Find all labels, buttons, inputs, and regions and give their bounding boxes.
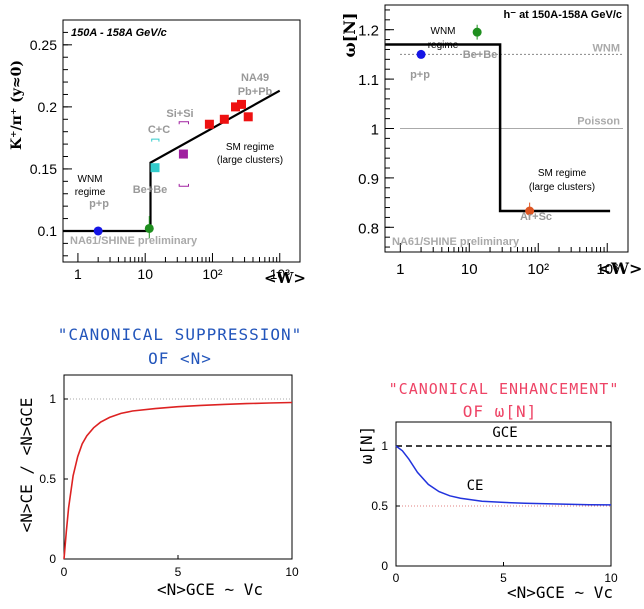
plot-frame: [395, 421, 612, 567]
y-tick-label: 1: [371, 122, 379, 139]
annotation: (large clusters): [217, 155, 283, 166]
data-point: [204, 119, 214, 129]
series-line: [63, 401, 293, 560]
annotation: NA49: [241, 72, 269, 84]
y-tick-label: 0.25: [30, 37, 57, 53]
y-tick-label: 0.9: [358, 171, 379, 188]
annotation: Be+Be: [133, 184, 168, 196]
y-tick-label: 0: [381, 559, 388, 573]
x-tick-label: 10³: [270, 266, 291, 282]
data-point: [231, 102, 241, 112]
syst-bracket: [178, 183, 189, 187]
chart-heading: OF ω[N]: [463, 402, 537, 421]
annotation: p+p: [410, 69, 430, 81]
x-tick-label: 0: [393, 571, 400, 585]
annotation: WNM: [431, 26, 456, 37]
x-tick-label: 1: [74, 266, 82, 282]
annotation: (large clusters): [529, 182, 595, 193]
annotation: C+C: [148, 124, 170, 136]
x-tick-label: 10: [137, 266, 153, 282]
annotation: Be+Be: [463, 49, 498, 61]
x-axis-label: <W>: [598, 259, 643, 278]
x-tick-label: 5: [500, 571, 507, 585]
y-tick-label: 0.5: [371, 499, 388, 513]
y-axis-label: K⁺/π⁺ (y≈0): [9, 60, 25, 150]
y-tick-label: 1: [49, 392, 56, 406]
x-tick-label: 10²: [202, 266, 223, 282]
annotation: WNM: [78, 174, 103, 185]
reference-line-label: WNM: [593, 42, 621, 54]
x-tick-label: 10: [285, 565, 299, 579]
data-point: [178, 149, 188, 159]
chart-title: 150A - 158A GeV/c: [71, 27, 167, 39]
y-tick-label: 0: [49, 552, 56, 566]
series-label: CE: [467, 478, 484, 494]
data-point: [416, 49, 426, 59]
annotation: SM regime: [538, 168, 587, 179]
model-line: [63, 89, 281, 233]
model-line: [385, 43, 611, 213]
chart-heading: OF <N>: [148, 349, 212, 368]
y-axis-label: <N>CE / <N>GCE: [17, 398, 36, 533]
annotation: SM regime: [226, 142, 275, 153]
annotation: Ar+Sc: [520, 211, 552, 223]
annotation: regime: [428, 40, 459, 51]
annotation: Pb+Pb: [238, 86, 273, 98]
chart-heading: "CANONICAL ENHANCEMENT": [389, 380, 620, 398]
series-label: GCE: [492, 425, 517, 441]
annotation: Si+Si: [166, 108, 193, 120]
x-axis-label: <N>GCE ~ Vc: [157, 580, 263, 599]
data-point: [219, 114, 229, 124]
chart-heading: "CANONICAL SUPPRESSION": [58, 325, 303, 344]
annotation: p+p: [89, 198, 109, 210]
data-point: [243, 112, 253, 122]
y-axis-label: ω[N]: [357, 426, 376, 465]
data-point: [525, 206, 535, 216]
y-tick-label: 0.2: [38, 99, 58, 115]
x-tick-label: 10³: [596, 261, 618, 278]
y-tick-label: 0.5: [39, 472, 56, 486]
data-point: [472, 27, 482, 37]
y-tick-label: 0.8: [358, 220, 379, 237]
x-tick-label: 10: [604, 571, 618, 585]
annotation: regime: [75, 187, 106, 198]
watermark: NA61/SHINE preliminary: [392, 236, 520, 248]
y-tick-label: 1.1: [358, 72, 379, 89]
x-tick-label: 1: [396, 261, 404, 278]
reference-line-label: Poisson: [577, 116, 620, 128]
data-point: [144, 223, 154, 233]
chart-title: h⁻ at 150A-158A GeV/c: [503, 9, 622, 21]
syst-bracket: [151, 138, 160, 142]
y-axis-label: ω[N]: [340, 13, 359, 58]
y-tick-label: 1.2: [358, 23, 379, 40]
watermark: NA61/SHINE preliminary: [70, 235, 198, 247]
series-line-ce: [395, 445, 612, 506]
x-tick-label: 10: [461, 261, 478, 278]
x-tick-label: 5: [175, 565, 182, 579]
x-tick-label: 0: [61, 565, 68, 579]
x-axis-label: <W>: [264, 269, 306, 287]
plot-frame: [62, 19, 301, 263]
x-axis-label: <N>GCE ~ Vc: [507, 583, 613, 602]
y-tick-label: 0.15: [30, 161, 57, 177]
x-tick-label: 10²: [527, 261, 549, 278]
y-tick-label: 0.1: [38, 223, 58, 239]
data-point: [93, 226, 103, 236]
syst-bracket: [178, 121, 189, 125]
data-point: [236, 99, 246, 109]
data-point: [150, 163, 160, 173]
y-tick-label: 1: [381, 439, 388, 453]
